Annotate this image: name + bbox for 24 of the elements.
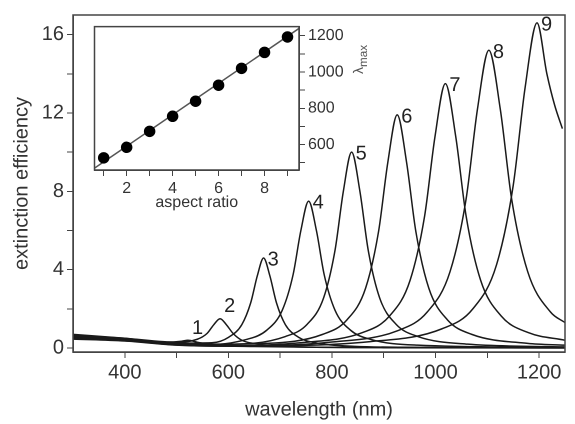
y-tick-label: 4	[52, 258, 64, 280]
x-tick-label: 400	[108, 362, 142, 384]
y-tick-label: 16	[42, 23, 64, 46]
x-tick-label: 600	[212, 362, 246, 384]
y-tick-label: 12	[42, 101, 64, 124]
y-tick-label: 0	[52, 336, 64, 359]
series-label: 8	[492, 40, 504, 63]
y-axis-title: extinction efficiency	[10, 96, 33, 270]
x-axis-title: wavelength (nm)	[244, 398, 393, 421]
series-label: 6	[401, 105, 412, 128]
y-tick-label: 800	[308, 100, 335, 117]
series-label: 7	[449, 74, 460, 96]
series-label: 5	[356, 142, 367, 165]
x-tick-label: 8	[260, 180, 270, 198]
x-tick-label: 2	[122, 180, 132, 198]
x-tick-label: 1000	[413, 362, 458, 384]
series-label: 2	[224, 295, 236, 318]
y-tick-label: 1000	[308, 63, 344, 80]
y-tick-label: 600	[308, 136, 335, 153]
y-tick-label: 1200	[308, 27, 344, 44]
series-label: 9	[541, 13, 552, 36]
series-label: 3	[268, 248, 279, 270]
x-tick-label: 1200	[516, 362, 562, 384]
series-label: 1	[192, 316, 204, 339]
